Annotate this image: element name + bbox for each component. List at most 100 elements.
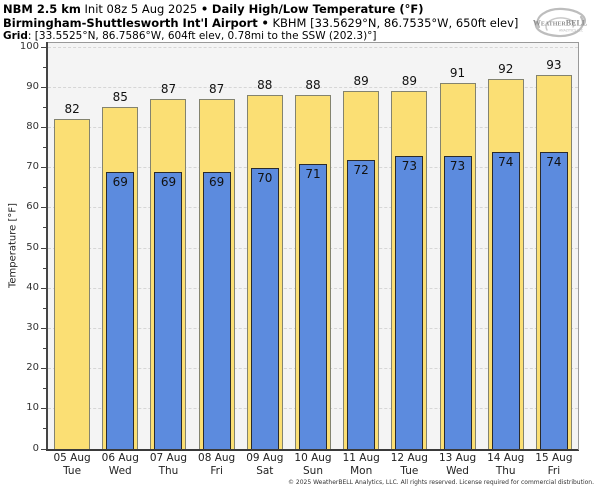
station-name: Birmingham-Shuttlesworth Int'l Airport [3, 16, 258, 30]
high-value-label: 87 [160, 82, 177, 97]
high-value-label: 82 [64, 102, 80, 117]
plot-top-border [48, 42, 579, 43]
high-value-label: 93 [546, 58, 562, 73]
weatherbell-logo: WeatherBELL ANALYTICS LLC [533, 7, 587, 38]
x-tick-date: 09 Aug [246, 452, 284, 464]
y-tick-label: 20 [26, 362, 39, 374]
low-value-label: 69 [208, 174, 225, 189]
x-tick-date: 15 Aug [535, 452, 573, 464]
low-bar [250, 167, 279, 449]
x-tick-weekday: Mon [350, 465, 373, 477]
y-tick [41, 207, 46, 209]
y-minor-tick [43, 227, 46, 229]
gridline [48, 46, 578, 48]
y-tick-label: 80 [26, 120, 39, 132]
y-tick [41, 46, 46, 48]
y-tick [41, 327, 46, 329]
x-tick-date: 11 Aug [342, 452, 380, 464]
x-tick-label: 09 Aug Sat [241, 452, 289, 478]
gridline [48, 86, 578, 88]
x-tick-weekday: Sun [303, 465, 323, 477]
low-bar [154, 171, 183, 449]
header-line-1: NBM 2.5 km Init 08z 5 Aug 2025 • Daily H… [3, 2, 423, 16]
x-tick-weekday: Fri [210, 465, 223, 477]
y-minor-tick [43, 428, 46, 430]
x-tick-label: 07 Aug Thu [144, 452, 192, 478]
y-tick [41, 167, 46, 169]
y-tick [41, 368, 46, 370]
copyright-footer: © 2025 WeatherBELL Analytics, LLC. All r… [288, 479, 594, 486]
model-name: NBM 2.5 km [3, 2, 81, 16]
low-value-label: 72 [353, 162, 369, 177]
low-value-label: 69 [160, 174, 177, 189]
y-tick-label: 0 [32, 442, 39, 454]
plot-right-border [578, 42, 579, 450]
y-tick-label: 30 [26, 321, 39, 333]
chart-title: Daily High/Low Temperature (°F) [211, 2, 424, 16]
y-tick-label: 50 [26, 241, 39, 253]
y-minor-tick [43, 307, 46, 309]
station-details: KBHM [33.5629°N, 86.7535°W, 650ft elev] [272, 16, 519, 30]
x-tick-date: 08 Aug [198, 452, 236, 464]
x-tick-weekday: Thu [158, 465, 179, 477]
low-value-label: 70 [257, 170, 273, 185]
low-bar [395, 155, 424, 449]
y-minor-tick [43, 187, 46, 189]
separator-dot: • [200, 2, 209, 16]
x-tick-label: 10 Aug Sun [289, 452, 337, 478]
low-bar [106, 171, 135, 449]
y-tick [41, 247, 46, 249]
separator-dot: • [261, 16, 269, 30]
low-bar [443, 155, 472, 449]
x-tick-weekday: Fri [547, 465, 561, 477]
y-tick-label: 100 [19, 40, 39, 52]
y-minor-tick [43, 267, 46, 269]
logo-swirl-icon [534, 7, 586, 38]
x-tick-weekday: Thu [495, 465, 516, 477]
x-tick-label: 05 Aug Tue [48, 452, 96, 478]
logo-text: WeatherBELL [533, 19, 587, 28]
x-tick-label: 13 Aug Wed [433, 452, 481, 478]
low-bar [347, 159, 376, 449]
x-tick-date: 06 Aug [101, 452, 139, 464]
y-axis-line [46, 42, 48, 451]
x-tick-date: 14 Aug [487, 452, 525, 464]
high-value-label: 91 [449, 66, 466, 81]
high-bar [54, 119, 91, 449]
y-tick [41, 126, 46, 128]
x-tick-label: 08 Aug Fri [193, 452, 241, 478]
x-tick-label: 11 Aug Mon [337, 452, 385, 478]
y-tick [41, 86, 46, 88]
header-line-3: Grid: [33.5525°N, 86.7586°W, 604ft elev,… [3, 30, 377, 42]
low-value-label: 74 [546, 154, 562, 169]
y-minor-tick [43, 348, 46, 349]
x-tick-date: 07 Aug [149, 452, 188, 464]
logo-tagline: ANALYTICS LLC [559, 29, 584, 33]
x-tick-weekday: Sat [256, 465, 274, 477]
high-value-label: 87 [208, 82, 225, 97]
x-tick-date: 12 Aug [390, 452, 428, 464]
y-tick-label: 40 [26, 281, 39, 293]
low-bar [202, 171, 231, 449]
y-tick [41, 287, 46, 289]
plot-area [48, 43, 578, 449]
high-value-label: 88 [257, 78, 273, 93]
x-tick-weekday: Tue [63, 465, 82, 477]
low-value-label: 73 [449, 158, 466, 173]
grid-label: Grid [3, 30, 28, 42]
low-value-label: 74 [498, 154, 514, 169]
y-minor-tick [43, 66, 46, 68]
header-line-2: Birmingham-Shuttlesworth Int'l Airport •… [3, 16, 518, 30]
high-value-label: 92 [498, 62, 514, 77]
x-tick-weekday: Tue [400, 465, 419, 477]
high-value-label: 89 [353, 74, 369, 89]
y-minor-tick [43, 106, 46, 108]
y-tick [41, 408, 46, 410]
low-value-label: 71 [305, 166, 321, 181]
y-minor-tick [43, 388, 46, 390]
high-value-label: 89 [401, 74, 417, 89]
x-tick-weekday: Wed [446, 465, 469, 477]
low-bar [539, 151, 568, 449]
y-tick-label: 10 [26, 402, 39, 414]
